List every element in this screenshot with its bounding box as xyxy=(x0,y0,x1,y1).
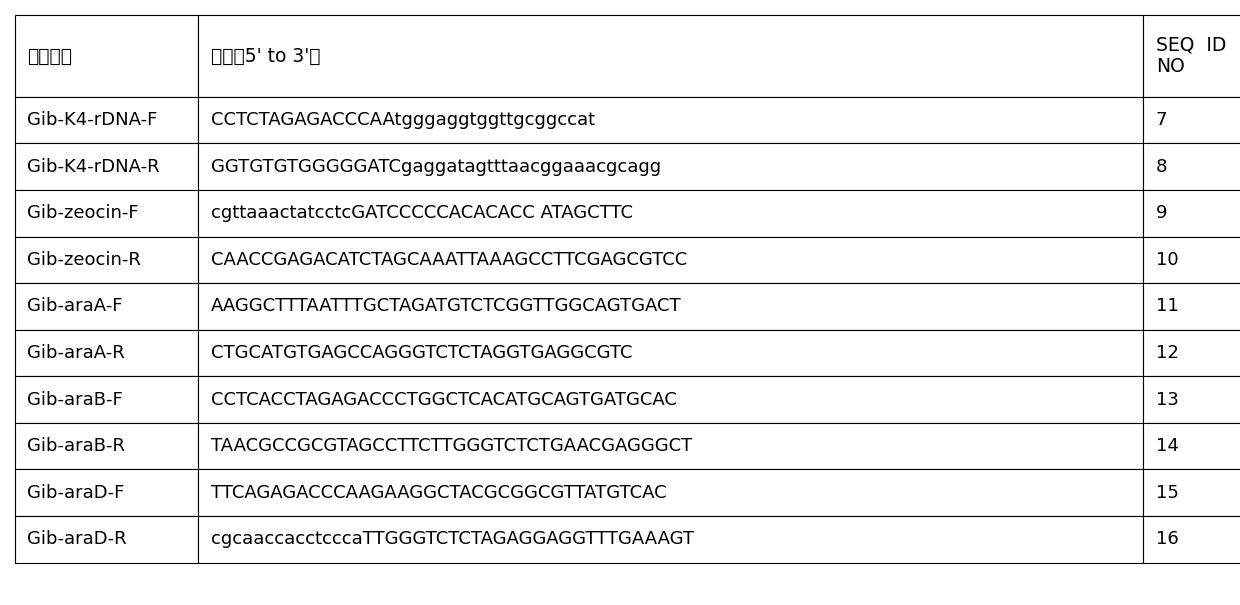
Bar xyxy=(1143,237,1240,283)
Bar xyxy=(15,516,198,563)
Bar xyxy=(15,283,198,330)
Text: Gib-araA-R: Gib-araA-R xyxy=(27,344,125,362)
Bar xyxy=(198,190,1143,237)
Bar xyxy=(198,237,1143,283)
Text: TTCAGAGACCCAAGAAGGCTACGCGGCGTTATGTCAC: TTCAGAGACCCAAGAAGGCTACGCGGCGTTATGTCAC xyxy=(211,484,666,502)
Bar xyxy=(1143,469,1240,516)
Text: Gib-araA-F: Gib-araA-F xyxy=(27,298,123,315)
Bar xyxy=(198,516,1143,563)
Bar xyxy=(15,469,198,516)
Text: 14: 14 xyxy=(1156,437,1178,455)
Bar xyxy=(15,143,198,190)
Text: cgttaaactatcctcGATCCCCCACACACC ATAGCTTC: cgttaaactatcctcGATCCCCCACACACC ATAGCTTC xyxy=(211,204,632,222)
Text: 8: 8 xyxy=(1156,158,1167,175)
Text: Gib-araD-F: Gib-araD-F xyxy=(27,484,125,502)
Text: GGTGTGTGGGGGATCgaggatagtttaacggaaacgcagg: GGTGTGTGGGGGATCgaggatagtttaacggaaacgcagg xyxy=(211,158,661,175)
Text: CCTCTAGAGACCCAAtgggaggtggttgcggccat: CCTCTAGAGACCCAAtgggaggtggttgcggccat xyxy=(211,111,595,129)
Bar xyxy=(15,190,198,237)
Text: Gib-zeocin-F: Gib-zeocin-F xyxy=(27,204,139,222)
Text: CTGCATGTGAGCCAGGGTCTCTAGGTGAGGCGTC: CTGCATGTGAGCCAGGGTCTCTAGGTGAGGCGTC xyxy=(211,344,632,362)
Bar xyxy=(198,97,1143,143)
Text: 15: 15 xyxy=(1156,484,1178,502)
Bar xyxy=(15,423,198,469)
Bar xyxy=(198,15,1143,97)
Text: SEQ  ID
NO: SEQ ID NO xyxy=(1156,36,1226,76)
Text: Gib-araD-R: Gib-araD-R xyxy=(27,531,126,548)
Bar xyxy=(1143,97,1240,143)
Text: AAGGCTTTAATTTGCTAGATGTCTCGGTTGGCAGTGACT: AAGGCTTTAATTTGCTAGATGTCTCGGTTGGCAGTGACT xyxy=(211,298,682,315)
Text: CAACCGAGACATCTAGCAAATTAAAGCCTTCGAGCGTCC: CAACCGAGACATCTAGCAAATTAAAGCCTTCGAGCGTCC xyxy=(211,251,687,269)
Bar xyxy=(198,423,1143,469)
Bar xyxy=(15,376,198,423)
Text: 7: 7 xyxy=(1156,111,1167,129)
Bar xyxy=(1143,15,1240,97)
Bar xyxy=(1143,283,1240,330)
Text: 引物名称: 引物名称 xyxy=(27,47,72,65)
Bar xyxy=(1143,516,1240,563)
Bar xyxy=(15,237,198,283)
Bar xyxy=(198,283,1143,330)
Bar xyxy=(198,376,1143,423)
Bar xyxy=(15,330,198,376)
Bar xyxy=(1143,330,1240,376)
Bar xyxy=(1143,423,1240,469)
Text: 16: 16 xyxy=(1156,531,1178,548)
Text: Gib-araB-F: Gib-araB-F xyxy=(27,391,123,408)
Bar xyxy=(1143,190,1240,237)
Text: Gib-K4-rDNA-R: Gib-K4-rDNA-R xyxy=(27,158,160,175)
Text: Gib-zeocin-R: Gib-zeocin-R xyxy=(27,251,141,269)
Text: Gib-araB-R: Gib-araB-R xyxy=(27,437,125,455)
Text: TAACGCCGCGTAGCCTTCTTGGGTCTCTGAACGAGGGCT: TAACGCCGCGTAGCCTTCTTGGGTCTCTGAACGAGGGCT xyxy=(211,437,692,455)
Text: 12: 12 xyxy=(1156,344,1178,362)
Bar xyxy=(15,97,198,143)
Text: 13: 13 xyxy=(1156,391,1178,408)
Bar xyxy=(198,469,1143,516)
Bar xyxy=(1143,143,1240,190)
Text: 9: 9 xyxy=(1156,204,1167,222)
Text: 序列（5' to 3'）: 序列（5' to 3'） xyxy=(211,47,320,65)
Text: CCTCACCTAGAGACCCTGGCTCACATGCAGTGATGCAC: CCTCACCTAGAGACCCTGGCTCACATGCAGTGATGCAC xyxy=(211,391,677,408)
Text: 10: 10 xyxy=(1156,251,1178,269)
Bar xyxy=(1143,376,1240,423)
Text: 11: 11 xyxy=(1156,298,1178,315)
Text: cgcaaccacctcccaTTGGGTCTCTAGAGGAGGTTTGAAAGT: cgcaaccacctcccaTTGGGTCTCTAGAGGAGGTTTGAAA… xyxy=(211,531,694,548)
Text: Gib-K4-rDNA-F: Gib-K4-rDNA-F xyxy=(27,111,157,129)
Bar xyxy=(15,15,198,97)
Bar xyxy=(198,330,1143,376)
Bar xyxy=(198,143,1143,190)
